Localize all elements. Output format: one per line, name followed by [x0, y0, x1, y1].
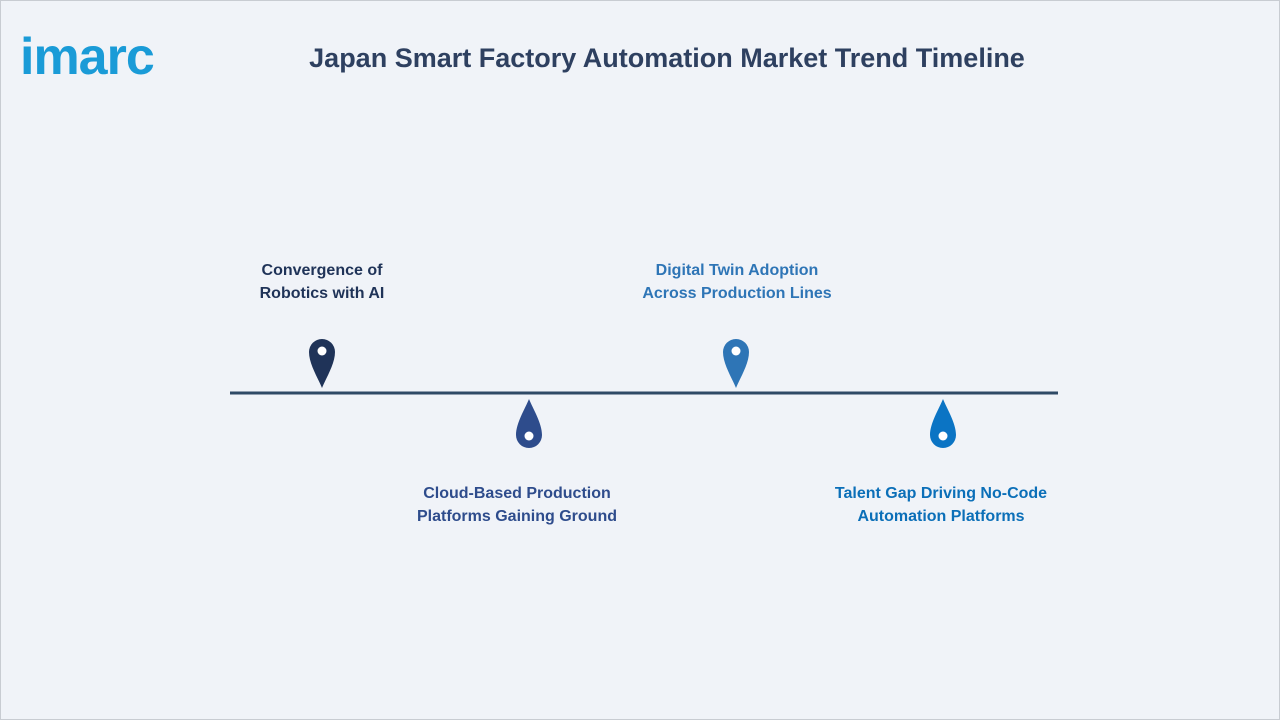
pin — [516, 399, 542, 448]
title: Japan Smart Factory Automation Market Tr… — [309, 43, 1025, 73]
item-label: Convergence of — [262, 262, 384, 279]
item-label: Across Production Lines — [642, 285, 831, 302]
item-label: Robotics with AI — [260, 285, 385, 302]
item-label: Talent Gap Driving No-Code — [835, 485, 1047, 502]
item-label: Platforms Gaining Ground — [417, 508, 617, 525]
pin — [930, 399, 956, 448]
pin — [723, 339, 749, 388]
item-label: Digital Twin Adoption — [656, 262, 819, 279]
item-label: Automation Platforms — [857, 508, 1024, 525]
logo: imarc — [20, 28, 154, 86]
pin — [309, 339, 335, 388]
item-label: Cloud-Based Production — [423, 485, 611, 502]
